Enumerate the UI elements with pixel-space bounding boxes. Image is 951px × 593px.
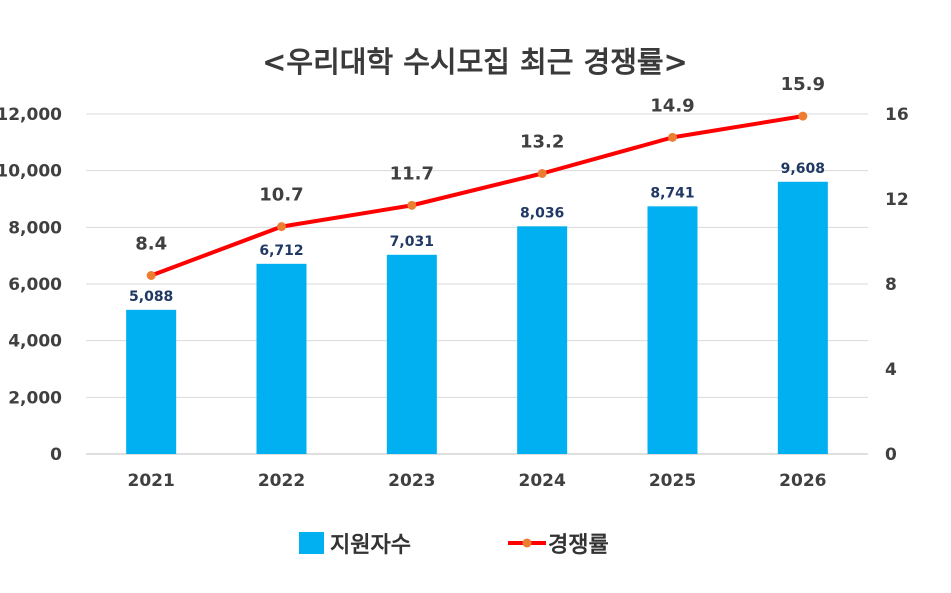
legend-label-bar: 지원자수 xyxy=(330,533,411,558)
y-left-tick-label: 4,000 xyxy=(8,332,62,352)
line-point xyxy=(277,222,286,232)
bar-value-label: 9,608 xyxy=(781,161,825,177)
y-left-tick-label: 2,000 xyxy=(8,388,62,408)
y-left-tick-label: 6,000 xyxy=(8,275,62,295)
line-value-label: 8.4 xyxy=(135,234,167,255)
line-value-label: 13.2 xyxy=(520,132,564,153)
bar-series xyxy=(126,181,828,455)
y-left-tick-label: 10,000 xyxy=(0,162,62,182)
bar-value-label: 7,031 xyxy=(390,234,434,250)
line-value-label: 10.7 xyxy=(259,185,303,206)
bar-value-label: 8,741 xyxy=(650,185,694,201)
y-right-tick-label: 16 xyxy=(885,105,909,125)
grid-lines xyxy=(86,113,868,455)
x-tick-label: 2026 xyxy=(779,471,826,491)
line-point xyxy=(537,169,547,178)
legend-label-line: 경쟁률 xyxy=(548,533,609,558)
x-tick-label: 2022 xyxy=(258,471,305,491)
y-left-tick-label: 12,000 xyxy=(0,105,62,125)
chart-title: <우리대학 수시모집 최근 경쟁률> xyxy=(262,45,688,79)
y-right-tick-label: 4 xyxy=(885,360,897,380)
line-value-label: 14.9 xyxy=(650,95,694,116)
y-left-tick-label: 8,000 xyxy=(8,218,62,238)
data-labels: 5,088 6,712 7,031 8,036 8,741 9,608 8.4 10.7 11.… xyxy=(129,74,825,305)
bar-value-label: 8,036 xyxy=(520,205,564,221)
bar xyxy=(386,254,437,454)
x-tick-label: 2025 xyxy=(649,471,696,491)
line-value-label: 11.7 xyxy=(390,163,434,184)
line-point xyxy=(146,271,156,280)
y-right-tick-label: 12 xyxy=(885,190,909,210)
bar xyxy=(256,263,307,454)
x-tick-label: 2021 xyxy=(128,471,175,491)
bar-value-label: 6,712 xyxy=(259,243,303,259)
legend-swatch-marker xyxy=(522,538,532,548)
legend: 지원자수 경쟁률 xyxy=(299,532,609,558)
bar xyxy=(517,226,568,454)
line-series xyxy=(146,111,808,280)
y-right-tick-label: 8 xyxy=(885,275,897,295)
y-left-tick-label: 0 xyxy=(50,445,62,465)
bar xyxy=(647,206,698,454)
x-tick-label: 2023 xyxy=(388,471,435,491)
line-point xyxy=(668,132,677,142)
axes: 0 2,000 4,000 6,000 8,000 10,000 12,000 0 4 8 12 16… xyxy=(0,105,909,491)
x-tick-label: 2024 xyxy=(519,471,566,491)
legend-swatch-bar xyxy=(299,532,324,554)
line-value-label: 15.9 xyxy=(781,74,825,95)
y-right-tick-label: 0 xyxy=(885,445,897,465)
line-path xyxy=(149,114,805,278)
bar xyxy=(126,309,177,454)
line-point xyxy=(407,200,417,210)
bar-value-label: 5,088 xyxy=(129,289,173,305)
bar xyxy=(777,181,828,455)
line-point xyxy=(798,111,808,121)
